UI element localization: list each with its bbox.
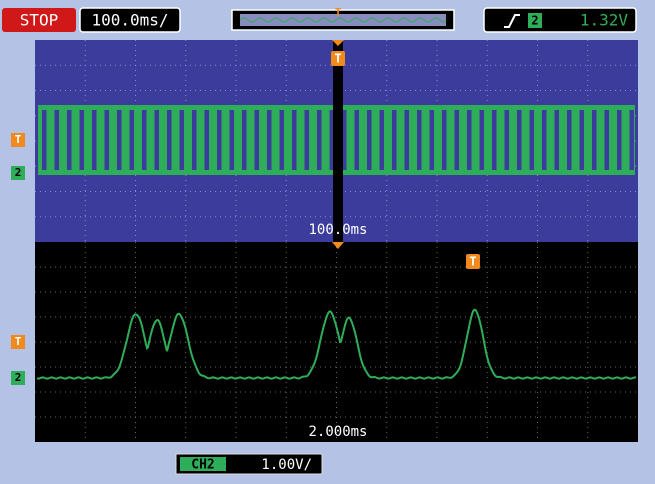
main-waveform-gap [617,110,622,170]
main-waveform-gap [579,110,584,170]
trigger-level-marker: T [15,133,22,146]
main-waveform-gap [454,110,459,170]
main-waveform-gap [604,110,609,170]
main-waveform-gap [317,110,322,170]
main-waveform-gap [254,110,259,170]
timebase: 100.0ms/ [91,11,168,30]
main-trigger-marker: T [334,52,341,66]
main-waveform-gap [292,110,297,170]
main-waveform-gap [304,110,309,170]
zoom-trigger-pointer [332,242,344,249]
timebase-box [79,7,181,33]
memory-window [240,14,446,26]
main-waveform-gap [629,110,634,170]
zoom-timebase-label: 2.000ms [308,424,367,440]
main-waveform-gap [492,110,497,170]
trigger-level-marker-box [11,133,25,147]
main-waveform-gap [54,110,59,170]
main-waveform-gap [279,110,284,170]
zoom-waveform [36,308,637,380]
main-waveform-gap [42,110,47,170]
channel-marker: 2 [15,166,22,179]
trigger-box [483,7,637,33]
main-waveform-gap [129,110,134,170]
main-waveform-gap [179,110,184,170]
zoom-region [333,40,343,242]
trigger-source: 2 [531,14,538,28]
main-waveform-gap [479,110,484,170]
main-waveform-gap [417,110,422,170]
main-waveform-gap [379,110,384,170]
zoom-trigger-level-marker-box [11,335,25,349]
main-waveform-gap [267,110,272,170]
main-waveform-gap [429,110,434,170]
main-waveform-gap [592,110,597,170]
main-waveform-gap [142,110,147,170]
main-waveform-gap [192,110,197,170]
trigger-level: 1.32V [580,11,629,30]
main-waveform-gap [404,110,409,170]
main-waveform-gap [217,110,222,170]
main-waveform-gap [104,110,109,170]
memory-wave [239,17,447,23]
main-waveform-gap [517,110,522,170]
main-timebase-label: 100.0ms [308,222,367,238]
main-waveform-gap [542,110,547,170]
main-waveform-gap [504,110,509,170]
channel-scale: 1.00V/ [261,457,312,473]
zoom-trigger-level-marker: T [15,335,22,348]
main-waveform-gap [204,110,209,170]
main-waveform-gap [442,110,447,170]
main-waveform-gap [554,110,559,170]
main-waveform-gap [354,110,359,170]
main-waveform-gap [392,110,397,170]
channel-name: CH2 [191,458,214,473]
main-waveform-gap [329,110,334,170]
channel-name-box [180,457,226,471]
main-waveform-gap [154,110,159,170]
zoom-trigger-marker-box [466,254,480,269]
trigger-source-box [528,13,542,28]
main-waveform-gap [367,110,372,170]
main-waveform-gap [529,110,534,170]
run-state-box [2,8,76,32]
main-trigger-pointer [332,40,344,46]
main-waveform-gap [79,110,84,170]
main-waveform-gap [117,110,122,170]
trigger-edge-icon [504,14,520,28]
zoom-channel-marker: 2 [15,371,22,384]
main-waveform-gap [567,110,572,170]
main-waveform-gap [229,110,234,170]
main-waveform-gap [92,110,97,170]
main-waveform-gap [342,110,347,170]
main-trigger-marker-box [331,51,345,66]
zoom-channel-marker-box [11,371,25,385]
main-waveform-gap [467,110,472,170]
memory-trigger-marker: T [335,6,342,19]
main-waveform-gap [167,110,172,170]
main-waveform-gap [67,110,72,170]
channel-marker-box [11,166,25,180]
main-waveform-gap [242,110,247,170]
zoom-trigger-marker: T [469,255,476,269]
run-state: STOP [20,11,59,30]
